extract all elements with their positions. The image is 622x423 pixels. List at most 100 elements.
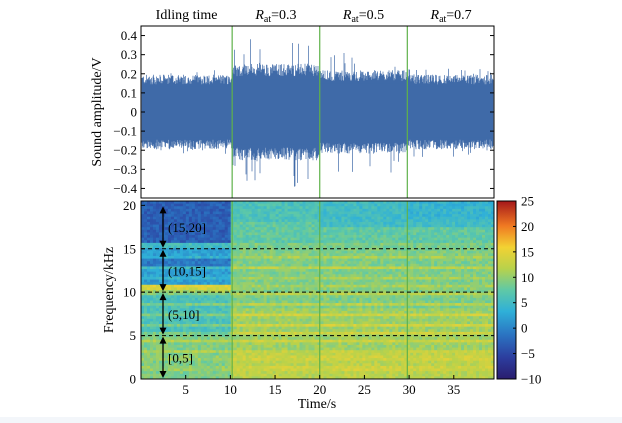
spectrogram-cell bbox=[167, 303, 172, 307]
spectrogram-cell bbox=[308, 235, 312, 239]
spectrogram-cell bbox=[335, 242, 339, 246]
spectrogram-cell bbox=[299, 282, 303, 286]
spectrogram-cell bbox=[209, 245, 214, 249]
spectrogram-cell bbox=[305, 329, 309, 333]
spectrogram-cell bbox=[149, 331, 154, 335]
spectrogram-cell bbox=[236, 269, 241, 273]
spectrogram-cell bbox=[311, 266, 315, 270]
spectrogram-cell bbox=[245, 324, 250, 328]
spectrogram-cell bbox=[299, 344, 303, 348]
spectrogram-cell bbox=[311, 282, 315, 286]
spectrogram-cell bbox=[149, 300, 154, 304]
spectrogram-cell bbox=[332, 360, 336, 364]
spectrogram-cell bbox=[143, 324, 148, 328]
spectrogram-cell bbox=[299, 232, 303, 236]
spectrogram-cell bbox=[275, 201, 280, 205]
spectrogram-cell bbox=[236, 229, 241, 233]
spectrogram-cell bbox=[245, 245, 250, 249]
spectrogram-cell bbox=[167, 276, 172, 280]
spectrogram-cell bbox=[275, 316, 280, 320]
spectrogram-cell bbox=[269, 313, 274, 317]
spectrogram-cell bbox=[344, 310, 348, 314]
spectrogram-cell bbox=[167, 355, 172, 359]
spectrogram-cell bbox=[179, 253, 184, 257]
spectrogram-cell bbox=[308, 221, 312, 225]
spectrogram-cell bbox=[203, 274, 208, 278]
spectrogram-cell bbox=[287, 342, 291, 346]
spectrogram-cell bbox=[245, 237, 250, 241]
spectrogram-cell bbox=[254, 355, 259, 359]
spectrogram-cell bbox=[326, 240, 330, 244]
spectrogram-cell bbox=[146, 310, 151, 314]
spectrogram-cell bbox=[284, 242, 288, 246]
spectrogram-cell bbox=[206, 303, 211, 307]
spectrogram-cell bbox=[251, 258, 256, 262]
spectrogram-cell bbox=[338, 224, 342, 228]
spectrogram-cell bbox=[146, 229, 151, 233]
spectrogram-cell bbox=[173, 329, 178, 333]
spectrogram-cell bbox=[167, 316, 172, 320]
spectrogram-cell bbox=[293, 282, 297, 286]
spectrogram-cell bbox=[182, 360, 187, 364]
spectrogram-cell bbox=[206, 292, 211, 296]
spectrogram-cell bbox=[143, 344, 148, 348]
spectrogram-cell bbox=[350, 339, 354, 343]
spectrogram-cell bbox=[338, 284, 342, 288]
spectrogram-cell bbox=[185, 284, 190, 288]
spectrogram-cell bbox=[260, 324, 265, 328]
spectrogram-cell bbox=[341, 342, 345, 346]
spectrogram-cell bbox=[251, 350, 256, 354]
spectrogram-cell bbox=[248, 287, 253, 291]
spectrogram-cell bbox=[293, 258, 297, 262]
spectrogram-cell bbox=[335, 282, 339, 286]
spectrogram-cell bbox=[323, 371, 327, 375]
spectrogram-cell bbox=[173, 292, 178, 296]
spectrogram-cell bbox=[335, 376, 339, 380]
spectrogram-cell bbox=[287, 337, 291, 341]
spectrogram-cell bbox=[218, 329, 223, 333]
spectrogram-cell bbox=[308, 376, 312, 380]
spectrogram-cell bbox=[347, 368, 351, 372]
spectrogram-cell bbox=[350, 242, 354, 246]
spectrogram-cell bbox=[284, 227, 288, 231]
spectrogram-cell bbox=[272, 376, 277, 380]
spectrogram-cell bbox=[278, 313, 282, 317]
spectrogram-cell bbox=[155, 211, 160, 215]
spectrogram-cell bbox=[194, 269, 199, 273]
spectrogram-cell bbox=[155, 287, 160, 291]
spectrogram-cell bbox=[338, 232, 342, 236]
spectrogram-cell bbox=[341, 337, 345, 341]
spectrogram-cell bbox=[218, 376, 223, 380]
spectrogram-cell bbox=[233, 253, 238, 257]
spectrogram-cell bbox=[149, 342, 154, 346]
spectrogram-cell bbox=[290, 326, 294, 330]
spectrogram-cell bbox=[203, 219, 208, 223]
spectrogram-cell bbox=[263, 368, 268, 372]
spectrogram-cell bbox=[329, 279, 333, 283]
spectrogram-cell bbox=[143, 318, 148, 322]
spectrogram-cell bbox=[215, 255, 220, 259]
spectrogram-cell bbox=[143, 305, 148, 309]
spectrogram-cell bbox=[353, 274, 357, 278]
spectrogram-cell bbox=[158, 266, 163, 270]
spectrogram-cell bbox=[245, 342, 250, 346]
spectrogram-cell bbox=[287, 290, 291, 294]
spectrogram-cell bbox=[215, 329, 220, 333]
spectrogram-cell bbox=[203, 221, 208, 225]
spectrogram-cell bbox=[347, 245, 351, 249]
spectrogram-cell bbox=[323, 342, 327, 346]
spectrogram-cell bbox=[302, 271, 306, 275]
spectrogram-cell bbox=[236, 237, 241, 241]
spectrogram-cell bbox=[191, 216, 196, 220]
spectrogram-cell bbox=[197, 344, 202, 348]
spectrogram-cell bbox=[164, 331, 169, 335]
spectrogram-cell bbox=[215, 248, 220, 252]
spectrogram-cell bbox=[185, 224, 190, 228]
spectrogram-cell bbox=[293, 235, 297, 239]
spectrogram-cell bbox=[278, 376, 282, 380]
spectrogram-cell bbox=[170, 279, 175, 283]
spectrogram-cell bbox=[221, 358, 226, 362]
spectrogram-cell bbox=[260, 216, 265, 220]
spectrogram-cell bbox=[251, 347, 256, 351]
spectrogram-cell bbox=[227, 284, 232, 288]
